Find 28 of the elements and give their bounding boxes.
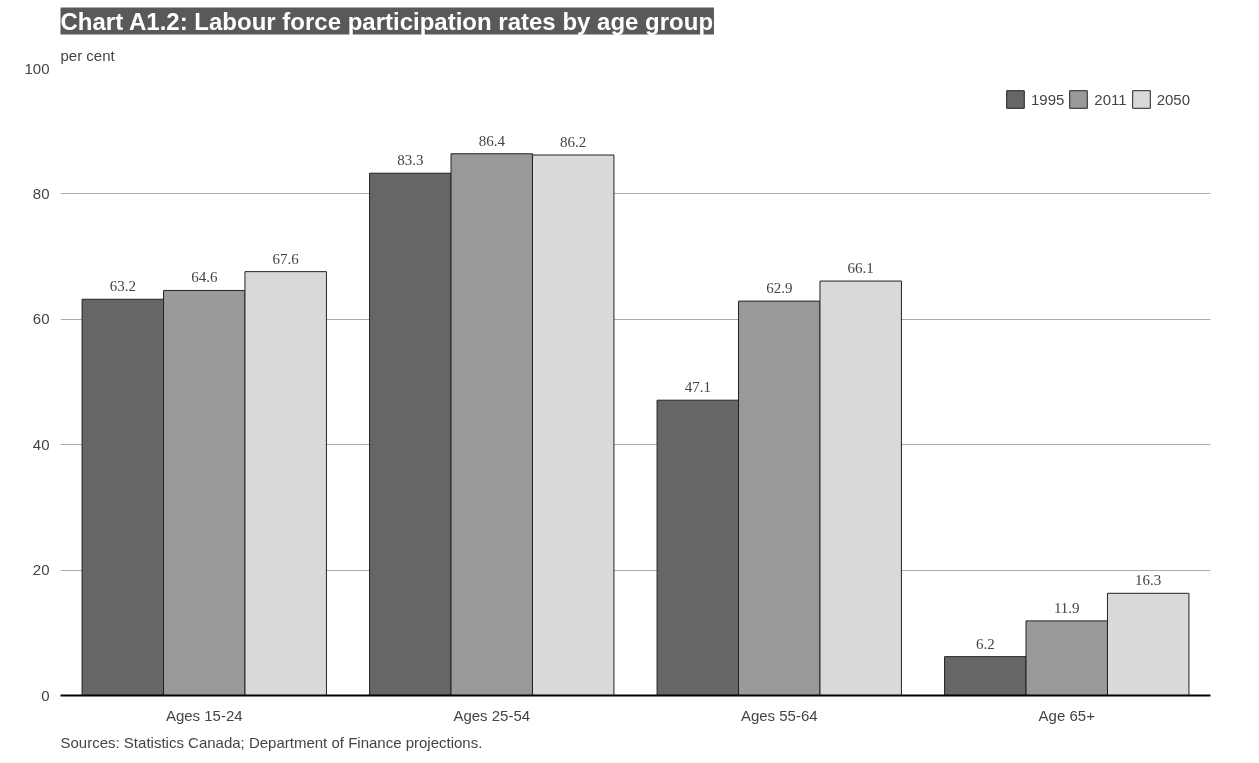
data-label: 16.3 <box>1135 572 1162 589</box>
legend-label: 1995 <box>1030 90 1065 108</box>
data-label: 83.3 <box>397 152 424 169</box>
data-label: 6.2 <box>975 635 995 652</box>
data-label: 66.1 <box>847 260 874 277</box>
y-axis-title: per cent <box>60 46 116 64</box>
x-tick-label: Ages 15-24 <box>165 706 243 724</box>
data-label: 47.1 <box>684 379 711 396</box>
x-tick-label: Ages 25-54 <box>453 706 531 724</box>
data-label: 11.9 <box>1053 599 1080 616</box>
y-tick-label: 40 <box>32 435 50 453</box>
data-label: 62.9 <box>766 280 793 297</box>
data-label: 67.6 <box>272 250 300 267</box>
legend-label: 2050 <box>1156 90 1190 108</box>
x-tick-label: Ages 55-64 <box>740 706 818 724</box>
y-tick-label: 20 <box>32 561 50 579</box>
y-tick-label: 0 <box>41 686 50 704</box>
data-label: 86.2 <box>560 134 587 151</box>
data-label: 86.4 <box>478 132 506 149</box>
source-note: Sources: Statistics Canada; Department of Finance projections. <box>60 733 483 751</box>
data-label: 63.2 <box>109 278 136 295</box>
data-label: 64.6 <box>191 269 218 286</box>
x-tick-label: Age 65+ <box>1038 706 1096 724</box>
y-tick-label: 60 <box>32 310 50 328</box>
legend-label: 2011 <box>1094 90 1127 108</box>
y-tick-label: 80 <box>32 184 50 202</box>
chart-title: Chart A1.2: Labour force participation rates by age group <box>60 7 714 35</box>
y-tick-label: 100 <box>24 59 50 77</box>
